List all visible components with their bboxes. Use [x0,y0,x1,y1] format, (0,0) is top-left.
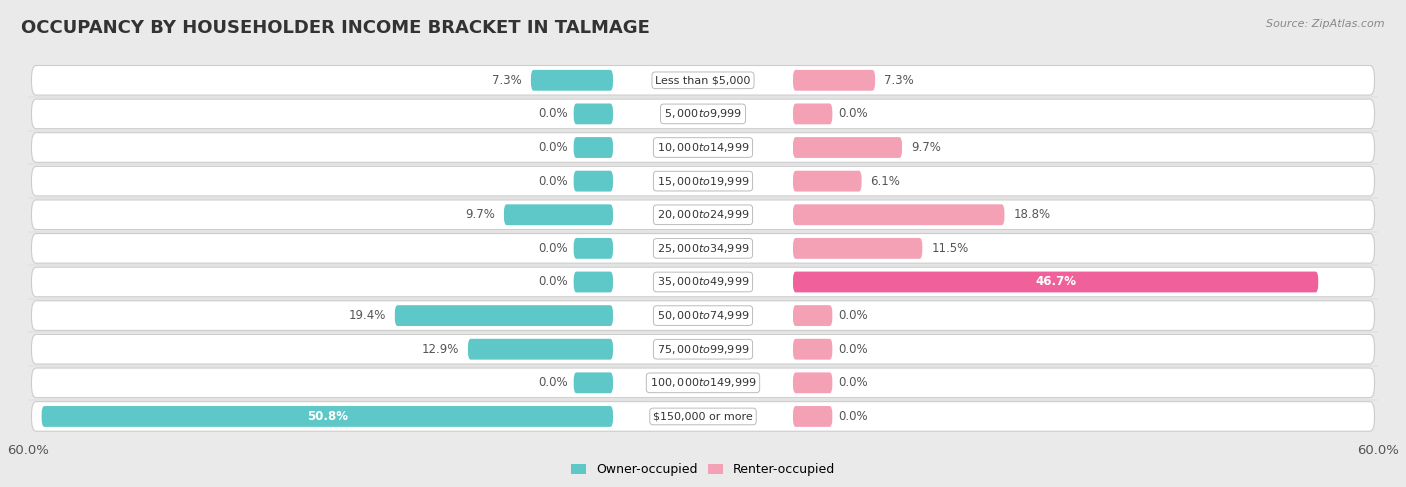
FancyBboxPatch shape [468,339,613,359]
Text: 18.8%: 18.8% [1014,208,1050,221]
FancyBboxPatch shape [503,205,613,225]
Text: 0.0%: 0.0% [538,376,568,389]
FancyBboxPatch shape [31,99,1375,129]
Text: 7.3%: 7.3% [492,74,522,87]
Text: $50,000 to $74,999: $50,000 to $74,999 [657,309,749,322]
Text: 0.0%: 0.0% [838,309,868,322]
FancyBboxPatch shape [395,305,613,326]
Text: $100,000 to $149,999: $100,000 to $149,999 [650,376,756,389]
FancyBboxPatch shape [31,167,1375,196]
FancyBboxPatch shape [31,133,1375,162]
Text: 9.7%: 9.7% [465,208,495,221]
FancyBboxPatch shape [793,406,832,427]
Text: 12.9%: 12.9% [422,343,458,356]
Text: $20,000 to $24,999: $20,000 to $24,999 [657,208,749,221]
FancyBboxPatch shape [793,339,832,359]
Text: $75,000 to $99,999: $75,000 to $99,999 [657,343,749,356]
Text: $35,000 to $49,999: $35,000 to $49,999 [657,276,749,288]
FancyBboxPatch shape [31,335,1375,364]
Text: 0.0%: 0.0% [838,108,868,120]
Text: 0.0%: 0.0% [538,242,568,255]
FancyBboxPatch shape [31,200,1375,229]
Text: 0.0%: 0.0% [838,376,868,389]
Text: $15,000 to $19,999: $15,000 to $19,999 [657,175,749,187]
Text: $25,000 to $34,999: $25,000 to $34,999 [657,242,749,255]
FancyBboxPatch shape [31,301,1375,330]
FancyBboxPatch shape [793,171,862,191]
FancyBboxPatch shape [31,368,1375,397]
FancyBboxPatch shape [42,406,613,427]
FancyBboxPatch shape [574,272,613,292]
Text: OCCUPANCY BY HOUSEHOLDER INCOME BRACKET IN TALMAGE: OCCUPANCY BY HOUSEHOLDER INCOME BRACKET … [21,19,650,37]
Text: 0.0%: 0.0% [538,276,568,288]
Text: $150,000 or more: $150,000 or more [654,412,752,421]
FancyBboxPatch shape [793,205,1004,225]
Text: 6.1%: 6.1% [870,175,900,187]
FancyBboxPatch shape [574,238,613,259]
FancyBboxPatch shape [531,70,613,91]
Legend: Owner-occupied, Renter-occupied: Owner-occupied, Renter-occupied [567,458,839,482]
FancyBboxPatch shape [574,103,613,124]
FancyBboxPatch shape [31,65,1375,95]
FancyBboxPatch shape [793,373,832,393]
Text: 50.8%: 50.8% [307,410,347,423]
FancyBboxPatch shape [574,373,613,393]
Text: Source: ZipAtlas.com: Source: ZipAtlas.com [1267,19,1385,30]
Text: $5,000 to $9,999: $5,000 to $9,999 [664,108,742,120]
Text: 0.0%: 0.0% [838,343,868,356]
FancyBboxPatch shape [793,305,832,326]
Text: 11.5%: 11.5% [931,242,969,255]
FancyBboxPatch shape [31,234,1375,263]
FancyBboxPatch shape [793,70,875,91]
Text: 0.0%: 0.0% [538,108,568,120]
FancyBboxPatch shape [574,137,613,158]
Text: $10,000 to $14,999: $10,000 to $14,999 [657,141,749,154]
Text: 19.4%: 19.4% [349,309,385,322]
FancyBboxPatch shape [31,267,1375,297]
Text: 0.0%: 0.0% [838,410,868,423]
Text: Less than $5,000: Less than $5,000 [655,75,751,85]
Text: 46.7%: 46.7% [1035,276,1076,288]
FancyBboxPatch shape [574,171,613,191]
Text: 7.3%: 7.3% [884,74,914,87]
FancyBboxPatch shape [793,272,1319,292]
FancyBboxPatch shape [31,402,1375,431]
FancyBboxPatch shape [793,238,922,259]
FancyBboxPatch shape [793,137,903,158]
Text: 0.0%: 0.0% [538,141,568,154]
Text: 0.0%: 0.0% [538,175,568,187]
Text: 9.7%: 9.7% [911,141,941,154]
FancyBboxPatch shape [793,103,832,124]
